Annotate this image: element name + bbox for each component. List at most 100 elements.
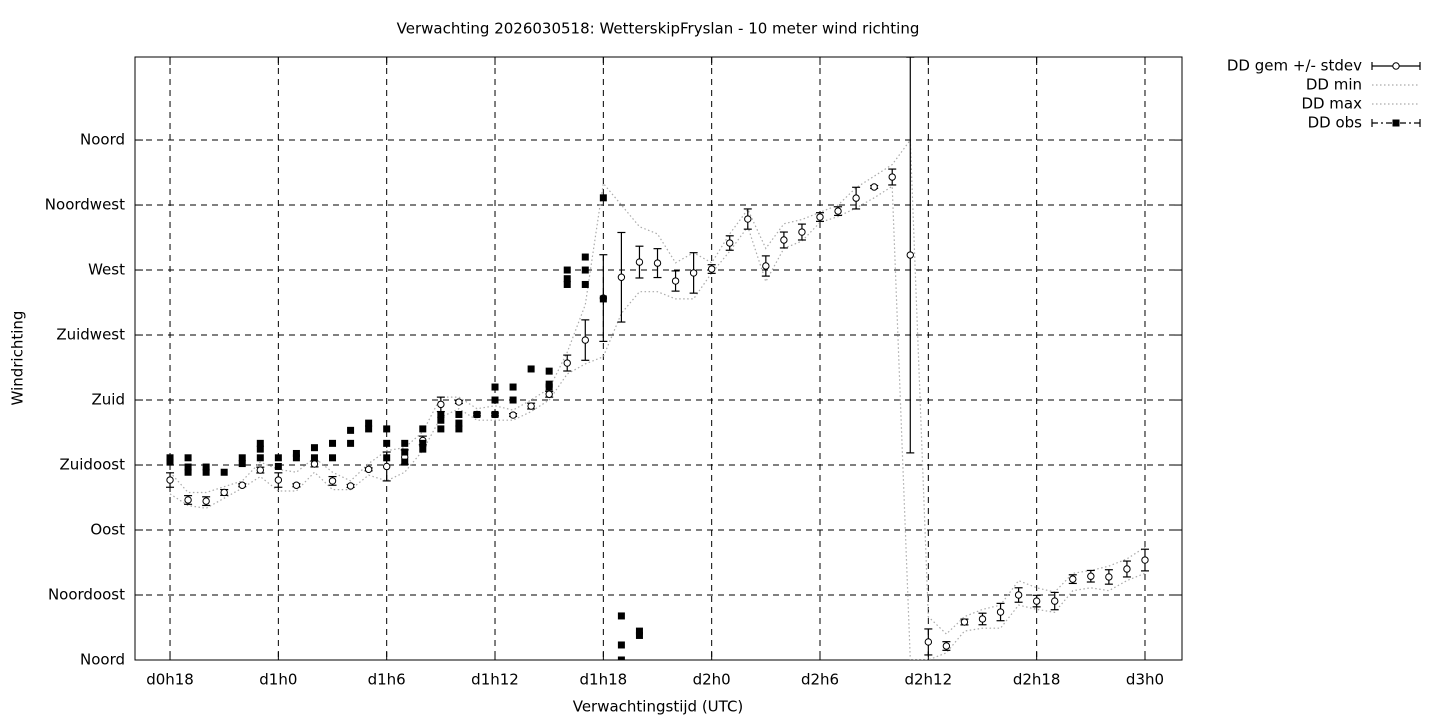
mean-point	[166, 476, 174, 484]
obs-point	[274, 454, 282, 462]
x-tick-label: d1h12	[471, 671, 519, 689]
mean-point	[364, 465, 373, 474]
mean-point	[978, 615, 987, 623]
obs-point	[383, 454, 391, 462]
mean-point	[1014, 591, 1023, 599]
mean-point	[563, 359, 571, 367]
obs-point	[256, 445, 264, 453]
mean-point	[1123, 565, 1131, 573]
obs-point	[401, 439, 409, 447]
x-tick-label: d2h12	[904, 671, 952, 689]
x-axis-label: Verwachtingstijd (UTC)	[573, 698, 744, 716]
mean-point	[202, 497, 210, 505]
obs-point	[617, 656, 625, 660]
obs-point	[455, 419, 463, 427]
y-tick-label: Noord	[80, 131, 125, 149]
obs-point	[491, 396, 499, 404]
x-tick-label: d1h18	[580, 671, 628, 689]
obs-point	[184, 468, 192, 476]
legend-label: DD gem +/- stdev	[1227, 57, 1362, 75]
obs-point	[581, 266, 589, 274]
y-tick-label: Noord	[80, 651, 125, 669]
obs-point	[401, 448, 409, 456]
obs-point	[617, 612, 625, 620]
obs-point	[310, 454, 318, 462]
obs-point	[635, 631, 643, 639]
y-tick-label: Zuid	[92, 391, 125, 409]
obs-point	[238, 460, 246, 468]
mean-point	[996, 608, 1005, 616]
y-tick-label: Zuidoost	[59, 456, 125, 474]
obs-point	[437, 425, 445, 433]
mean-point	[545, 390, 553, 398]
x-tick-label: d3h0	[1126, 671, 1164, 689]
obs-point	[419, 445, 427, 453]
obs-point	[347, 426, 355, 434]
mean-point	[852, 194, 860, 202]
obs-point	[491, 383, 499, 391]
mean-point	[256, 466, 265, 474]
mean-point	[942, 642, 951, 650]
obs-point	[202, 463, 210, 471]
obs-point	[617, 641, 625, 649]
obs-point	[274, 462, 282, 470]
mean-point	[816, 213, 824, 221]
obs-point	[202, 468, 210, 476]
legend-label: DD max	[1301, 95, 1362, 113]
x-tick-label: d1h6	[368, 671, 406, 689]
mean-point	[617, 273, 626, 281]
obs-point	[419, 425, 427, 433]
obs-point	[166, 454, 174, 462]
mean-point	[1032, 597, 1041, 605]
mean-point	[220, 488, 228, 497]
x-tick-label: d1h0	[259, 671, 297, 689]
obs-point	[365, 419, 373, 427]
obs-point	[383, 425, 391, 433]
mean-point	[707, 265, 716, 273]
legend-swatch	[1392, 62, 1400, 70]
obs-point	[238, 454, 246, 462]
mean-point	[726, 239, 734, 247]
mean-point	[834, 207, 842, 215]
obs-point	[455, 410, 463, 418]
mean-point	[238, 481, 246, 489]
obs-point	[256, 439, 264, 447]
y-tick-label: West	[88, 261, 125, 279]
mean-point	[328, 477, 337, 485]
mean-point	[527, 402, 535, 410]
obs-point	[527, 365, 535, 373]
plot-area	[166, 57, 1149, 660]
obs-point	[563, 266, 571, 274]
y-tick-label: Noordoost	[48, 586, 125, 604]
mean-point	[310, 460, 319, 468]
obs-point	[292, 454, 300, 462]
obs-point	[563, 275, 571, 283]
mean-point	[906, 251, 914, 259]
x-tick-label: d2h6	[801, 671, 839, 689]
mean-point	[762, 262, 770, 270]
mean-point	[888, 173, 896, 181]
x-tick-label: d2h18	[1013, 671, 1061, 689]
obs-point	[401, 458, 409, 466]
x-tick-label: d2h0	[693, 671, 731, 689]
obs-point	[581, 253, 589, 261]
mean-point	[1087, 572, 1095, 580]
series-line	[169, 138, 1146, 635]
mean-point	[653, 259, 662, 267]
obs-point	[455, 425, 463, 433]
y-axis-label: Windrichting	[9, 311, 27, 406]
obs-point	[545, 367, 553, 375]
obs-point	[635, 627, 643, 635]
obs-point	[329, 454, 337, 462]
mean-point	[581, 336, 589, 344]
mean-point	[1051, 597, 1059, 605]
mean-point	[798, 228, 806, 236]
obs-point	[256, 454, 264, 462]
mean-point	[184, 496, 192, 504]
y-tick-label: Noordwest	[45, 196, 125, 214]
mean-point	[924, 638, 933, 646]
series-line	[169, 185, 1146, 660]
mean-point	[744, 215, 752, 223]
obs-point	[563, 280, 571, 288]
